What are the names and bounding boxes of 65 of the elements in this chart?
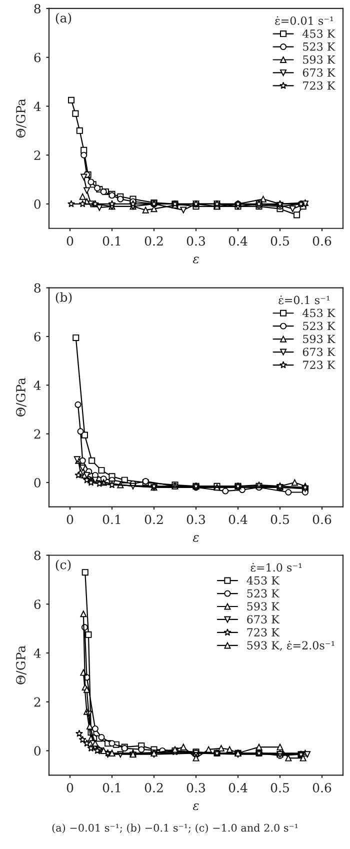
legend-title: ε̇=0.01 s⁻¹ xyxy=(275,16,334,25)
y-tick-label: 8 xyxy=(34,4,41,14)
legend-label: 523 K xyxy=(303,322,336,330)
x-tick-label: 0.2 xyxy=(144,236,163,246)
x-tick-label: 0.1 xyxy=(102,782,120,792)
y-tick-label: 6 xyxy=(34,52,41,62)
legend-label: 593 K xyxy=(247,602,280,611)
annotation: (c) xyxy=(56,560,71,572)
legend-label: 723 K xyxy=(303,81,336,90)
y-axis-title: Θ/GPa xyxy=(16,378,26,417)
x-tick-label: 0 xyxy=(66,514,74,524)
legend-label: 453 K xyxy=(246,576,280,585)
y-axis-title: Θ/GPa xyxy=(16,98,26,138)
x-axis-title: ε xyxy=(192,803,199,810)
y-tick-label: 0 xyxy=(34,199,41,209)
legend-label: 673 K xyxy=(302,68,336,77)
text: (a) −0.01 s⁻¹; (b) −0.1 s⁻¹; (c) −1.0 and 2.0 s⁻¹ xyxy=(52,824,298,834)
y-tick-label: 8 xyxy=(34,283,41,293)
x-tick-label: 0.6 xyxy=(312,514,332,524)
legend-label: 593 K xyxy=(303,55,336,64)
x-tick-label: 0 xyxy=(66,236,74,246)
x-tick-label: 0.2 xyxy=(144,514,163,524)
y-tick-label: 4 xyxy=(34,648,41,658)
x-tick-label: 0.4 xyxy=(228,236,248,246)
legend-label: 593 K xyxy=(303,334,336,344)
x-tick-label: 0 xyxy=(66,782,74,792)
y-tick-label: 2 xyxy=(34,697,40,707)
x-tick-label: 0.5 xyxy=(270,782,289,792)
legend-label: 593 K, ε̇=2.0s⁻¹ xyxy=(247,640,334,651)
y-tick-label: 6 xyxy=(34,600,41,610)
x-axis-title: ε xyxy=(192,256,199,264)
x-tick-label: 0.4 xyxy=(228,782,248,792)
annotation: (a) xyxy=(56,12,72,24)
x-tick-label: 0.3 xyxy=(186,514,206,524)
y-tick-label: 4 xyxy=(34,102,41,111)
x-tick-label: 0.2 xyxy=(144,782,163,792)
legend-title: ε̇=1.0 s⁻¹ xyxy=(250,562,302,572)
legend-label: 673 K xyxy=(247,615,280,624)
x-tick-label: 0.5 xyxy=(270,514,289,524)
y-tick-label: 0 xyxy=(34,478,41,488)
y-tick-label: 0 xyxy=(34,746,41,756)
legend-title: ε̇=0.1 s⁻¹ xyxy=(278,296,330,304)
annotation: (b) xyxy=(56,292,72,304)
x-tick-label: 0.3 xyxy=(186,782,206,792)
x-tick-label: 0.5 xyxy=(270,236,289,246)
legend-label: 523 K xyxy=(303,42,336,51)
legend-label: 723 K xyxy=(247,628,280,637)
x-tick-label: 0.1 xyxy=(102,514,120,524)
y-tick-label: 2 xyxy=(34,429,40,439)
legend-label: 673 K xyxy=(302,348,336,356)
y-tick-label: 2 xyxy=(34,150,40,160)
legend-label: 453 K xyxy=(302,29,336,38)
legend-label: 453 K xyxy=(302,308,336,318)
y-tick-label: 4 xyxy=(34,380,41,390)
x-tick-label: 0.4 xyxy=(228,514,248,524)
y-tick-label: 6 xyxy=(34,332,41,342)
y-axis-title: Θ/GPa xyxy=(16,646,26,684)
x-tick-label: 0.6 xyxy=(312,236,332,246)
x-tick-label: 0.6 xyxy=(312,782,332,792)
y-tick-label: 8 xyxy=(34,550,41,560)
x-tick-label: 0.1 xyxy=(102,236,120,246)
legend-label: 723 K xyxy=(303,360,336,370)
x-axis-title: ε xyxy=(192,535,199,542)
x-tick-label: 0.3 xyxy=(186,236,206,246)
legend-label: 523 K xyxy=(247,589,280,598)
